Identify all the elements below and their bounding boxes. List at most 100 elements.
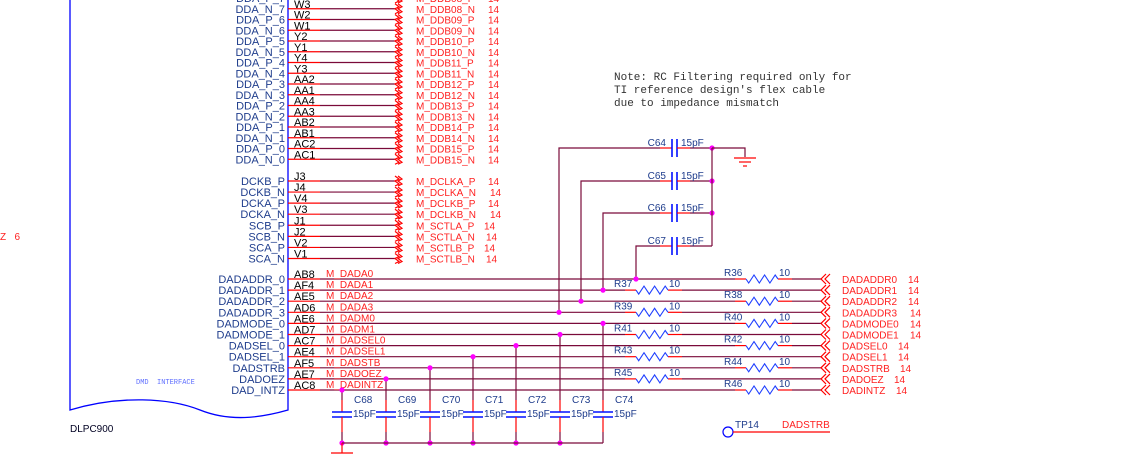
clk-row: SCA_P V2 M_SCTLB_P 14 bbox=[249, 237, 496, 254]
page-ref: 14 bbox=[488, 5, 500, 16]
net-label: M_DADSEL0 bbox=[326, 336, 386, 347]
resistor-icon bbox=[635, 285, 669, 296]
net-label: M_DDB15_P bbox=[416, 145, 475, 156]
offpage-connector-icon bbox=[820, 384, 827, 396]
net-label: M_DDB14_P bbox=[416, 123, 475, 134]
wire bbox=[635, 245, 660, 279]
resistor-ref: R37 bbox=[614, 279, 633, 290]
net-label: M_SCTLA_P bbox=[416, 221, 475, 232]
dda-row: DDA_N_6 W1 M_DDB09_N 14 bbox=[235, 20, 499, 37]
offpage-connector-icon bbox=[393, 230, 401, 242]
pin-number: AC8 bbox=[294, 380, 315, 392]
output-net-label: DADSTRB bbox=[842, 364, 890, 375]
offpage-connector-icon bbox=[393, 219, 401, 231]
pin-name: DADSEL_1 bbox=[229, 352, 285, 364]
resistor-value: 10 bbox=[669, 324, 681, 335]
page-ref: 14 bbox=[488, 177, 500, 188]
offpage-connector-icon bbox=[396, 153, 404, 165]
pin-name: DDA_P_3 bbox=[236, 79, 285, 91]
pin-name: DDA_N_0 bbox=[235, 154, 285, 166]
pin-name: DDA_N_2 bbox=[235, 111, 285, 123]
test-point-tp14[interactable]: TP14 DADSTRB bbox=[722, 420, 830, 438]
net-label: M_DADA2 bbox=[326, 291, 374, 302]
capacitor-c64: C64 15pF bbox=[556, 138, 715, 315]
net-label: M_SCTLB_P bbox=[416, 243, 475, 254]
net-label: M_DADA3 bbox=[326, 302, 374, 313]
offpage-connector-icon bbox=[396, 89, 404, 101]
resistor-icon bbox=[745, 296, 779, 307]
resistor-ref: R45 bbox=[614, 368, 633, 379]
output-net-label: DADADDR0 bbox=[842, 275, 897, 286]
junction-dot bbox=[578, 298, 584, 304]
offpage-connector-icon bbox=[396, 143, 404, 155]
offpage-connector-icon bbox=[393, 186, 401, 198]
pin-number: AA4 bbox=[294, 96, 315, 108]
net-label: M_DDB09_N bbox=[416, 26, 475, 37]
dad-row: DAD_INTZ AC8 M_DADINTZ R46 10 DADINTZ 14 bbox=[231, 379, 907, 397]
offpage-connector-icon bbox=[396, 14, 404, 26]
pin-number: AB2 bbox=[294, 117, 315, 129]
offpage-connector-icon bbox=[393, 121, 401, 133]
pin-name: DDA_N_3 bbox=[235, 90, 285, 102]
net-label: M_DDB08_P bbox=[416, 0, 475, 5]
cap-ref: C69 bbox=[398, 395, 417, 406]
offpage-connector-icon bbox=[393, 241, 401, 253]
page-ref: 14 bbox=[898, 342, 910, 353]
offpage-connector-icon bbox=[396, 3, 404, 15]
dda-row: DDA_N_5 Y1 M_DDB10_N 14 bbox=[235, 42, 499, 59]
offpage-connector-icon bbox=[824, 273, 831, 285]
output-net-label: DADSEL1 bbox=[842, 353, 888, 364]
page-ref: 14 bbox=[488, 59, 500, 70]
clk-row: SCA_N V1 M_SCTLB_N 14 bbox=[248, 248, 497, 265]
pin-name: DADOEZ bbox=[239, 374, 285, 386]
cap-ref: C66 bbox=[648, 203, 667, 214]
offpage-connector-icon bbox=[393, 153, 401, 165]
note-line: due to impedance mismatch bbox=[614, 98, 779, 110]
pin-number: AE4 bbox=[294, 347, 315, 359]
page-ref: 14 bbox=[488, 91, 500, 102]
pin-number: AC1 bbox=[294, 149, 315, 161]
dda-row: DDA_N_2 AA3 M_DDB13_N 14 bbox=[235, 106, 499, 123]
page-ref: 14 bbox=[488, 0, 500, 5]
offpage-connector-icon bbox=[396, 57, 404, 69]
pin-number: W3 bbox=[294, 0, 311, 11]
dad-row: DADMODE_0 AE6 M_DADM0 R40 10 DADMODE0 14 bbox=[217, 312, 922, 330]
resistor-ref: R44 bbox=[724, 357, 743, 368]
junction-dot bbox=[339, 387, 345, 393]
junction-dot bbox=[513, 343, 519, 349]
resistor-value: 10 bbox=[779, 312, 791, 323]
net-label: M_DDB10_N bbox=[416, 48, 475, 59]
cap-value: 15pF bbox=[527, 409, 550, 420]
pin-name: DCKA_P bbox=[241, 198, 285, 210]
junction-dot bbox=[470, 354, 476, 360]
net-label: M_DADOEZ bbox=[326, 369, 382, 380]
test-point-icon bbox=[722, 426, 734, 438]
test-point-net: DADSTRB bbox=[782, 420, 830, 431]
clk-row: DCKA_N V3 M_DCLKB_N 14 bbox=[240, 204, 501, 221]
page-ref: 14 bbox=[490, 188, 502, 199]
wire bbox=[580, 180, 660, 302]
page-ref: 14 bbox=[484, 243, 496, 254]
pin-name: DCKB_N bbox=[240, 187, 285, 199]
page-ref: 14 bbox=[910, 331, 922, 342]
net-label: M_DDB13_P bbox=[416, 102, 475, 113]
net-label: M_DCLKB_N bbox=[416, 210, 476, 221]
cap-ref: C68 bbox=[354, 395, 373, 406]
junction-dot bbox=[557, 331, 563, 338]
offpage-connector-icon bbox=[824, 317, 831, 329]
dda-row: DDA_P_1 AB2 M_DDB14_P 14 bbox=[236, 117, 499, 134]
output-net-label: DADOEZ bbox=[842, 375, 884, 386]
net-label: M_DDB10_P bbox=[416, 37, 475, 48]
resistor-ref: R43 bbox=[614, 346, 633, 357]
dda-row: DDA_P_4 Y4 M_DDB11_P 14 bbox=[236, 53, 499, 70]
pin-name: DDA_N_7 bbox=[235, 4, 285, 16]
net-label: M_DDB08_N bbox=[416, 5, 475, 16]
filter-capacitors: C64 15pF C65 15pF C66 15pF C67 15pF C68 15pF C69 15… bbox=[331, 138, 756, 454]
resistor-icon bbox=[635, 307, 669, 318]
page-ref: 14 bbox=[900, 364, 912, 375]
pin-name: DDA_N_1 bbox=[235, 133, 285, 145]
resistor-ref: R42 bbox=[724, 335, 743, 346]
junction-dot bbox=[556, 309, 562, 315]
junction-dot bbox=[427, 365, 433, 371]
page-ref: 14 bbox=[488, 48, 500, 59]
